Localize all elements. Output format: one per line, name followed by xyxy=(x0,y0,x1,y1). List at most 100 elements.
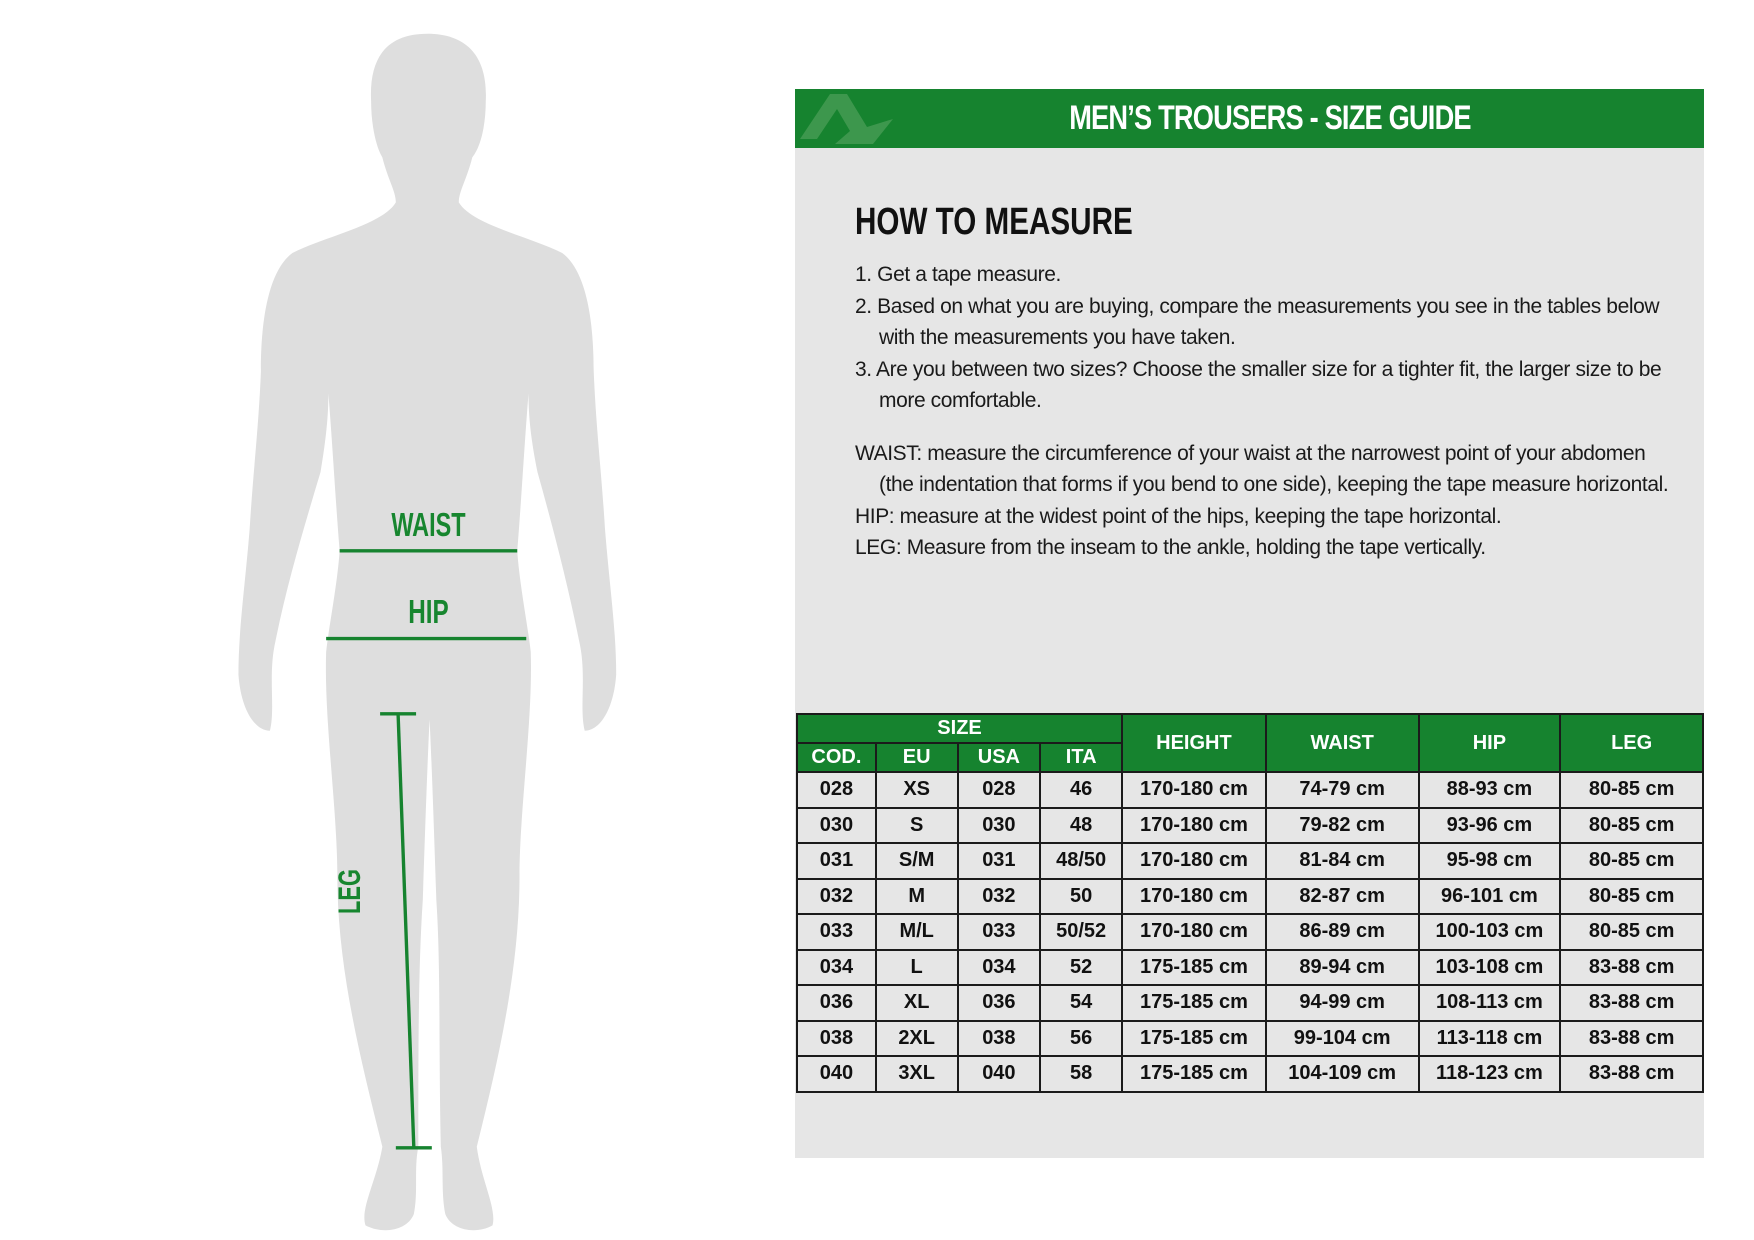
cell-waist: 104-109 cm xyxy=(1264,1055,1420,1093)
waist-label: WAIST xyxy=(391,506,465,544)
cell-cod: 034 xyxy=(796,948,877,986)
cell-hip: 96-101 cm xyxy=(1417,877,1562,915)
leg-label: LEG xyxy=(332,869,367,914)
cell-cod: 040 xyxy=(796,1055,877,1093)
cell-waist: 99-104 cm xyxy=(1264,1019,1420,1057)
cell-ita: 54 xyxy=(1039,984,1124,1022)
table-row: 030 S 030 48 170-180 cm 79-82 cm 93-96 cm 80-85… xyxy=(796,806,1704,844)
cell-eu: 3XL xyxy=(874,1055,959,1093)
cell-eu: S xyxy=(874,806,959,844)
cell-cod: 032 xyxy=(796,877,877,915)
header-height: HEIGHT xyxy=(1121,713,1267,773)
cell-eu: XS xyxy=(874,771,959,809)
header-leg: LEG xyxy=(1559,713,1704,773)
cell-eu: M/L xyxy=(874,913,959,951)
size-table: SIZE HEIGHT WAIST HIP LEG COD. EU USA IT… xyxy=(795,713,1704,1093)
cell-cod: 036 xyxy=(796,984,877,1022)
cell-leg: 83-88 cm xyxy=(1559,1019,1704,1057)
cell-height: 170-180 cm xyxy=(1121,913,1267,951)
brand-logo-icon xyxy=(800,94,893,144)
step-1: 1. Get a tape measure. xyxy=(855,263,1061,286)
cell-cod: 028 xyxy=(796,771,877,809)
cell-leg: 80-85 cm xyxy=(1559,771,1704,809)
cell-leg: 80-85 cm xyxy=(1559,913,1704,951)
cell-ita: 56 xyxy=(1039,1019,1124,1057)
how-to-measure-heading: HOW TO MEASURE xyxy=(855,201,1133,243)
cell-usa: 033 xyxy=(956,913,1042,951)
cell-ita: 46 xyxy=(1039,771,1124,809)
cell-cod: 030 xyxy=(796,806,877,844)
cell-leg: 80-85 cm xyxy=(1559,806,1704,844)
cell-ita: 48 xyxy=(1039,806,1124,844)
cell-ita: 48/50 xyxy=(1039,842,1124,880)
cell-height: 170-180 cm xyxy=(1121,842,1267,880)
cell-waist: 82-87 cm xyxy=(1264,877,1420,915)
cell-cod: 038 xyxy=(796,1019,877,1057)
waist-note: WAIST: measure the circumference of your… xyxy=(855,441,1669,497)
size-guide-panel: MEN’S TROUSERS - SIZE GUIDE HOW TO MEASU… xyxy=(795,89,1704,1158)
header-hip: HIP xyxy=(1417,713,1562,773)
cell-leg: 80-85 cm xyxy=(1559,877,1704,915)
table-row: 031 S/M 031 48/50 170-180 cm 81-84 cm 95-98 cm… xyxy=(796,842,1704,880)
cell-height: 170-180 cm xyxy=(1121,877,1267,915)
cell-height: 175-185 cm xyxy=(1121,1055,1267,1093)
cell-hip: 100-103 cm xyxy=(1417,913,1562,951)
hip-label: HIP xyxy=(408,593,448,631)
cell-height: 175-185 cm xyxy=(1121,1019,1267,1057)
page-title: MEN’S TROUSERS - SIZE GUIDE xyxy=(1068,99,1471,137)
cell-waist: 86-89 cm xyxy=(1264,913,1420,951)
cell-height: 175-185 cm xyxy=(1121,984,1267,1022)
body-silhouette xyxy=(238,33,617,1231)
cell-hip: 108-113 cm xyxy=(1417,984,1562,1022)
cell-hip: 88-93 cm xyxy=(1417,771,1562,809)
cell-hip: 95-98 cm xyxy=(1417,842,1562,880)
cell-height: 170-180 cm xyxy=(1121,806,1267,844)
table-row: 032 M 032 50 170-180 cm 82-87 cm 96-101 cm 80-8… xyxy=(796,877,1704,915)
title-banner: MEN’S TROUSERS - SIZE GUIDE xyxy=(795,89,1704,148)
cell-hip: 118-123 cm xyxy=(1417,1055,1562,1093)
cell-leg: 80-85 cm xyxy=(1559,842,1704,880)
leg-note: LEG: Measure from the inseam to the ankl… xyxy=(855,536,1486,559)
cell-waist: 74-79 cm xyxy=(1264,771,1420,809)
cell-usa: 028 xyxy=(956,771,1042,809)
cell-usa: 031 xyxy=(956,842,1042,880)
cell-waist: 79-82 cm xyxy=(1264,806,1420,844)
cell-waist: 81-84 cm xyxy=(1264,842,1420,880)
step-2: 2. Based on what you are buying, compare… xyxy=(855,294,1660,350)
cell-hip: 103-108 cm xyxy=(1417,948,1562,986)
table-row: 036 XL 036 54 175-185 cm 94-99 cm 108-113 cm 83… xyxy=(796,984,1704,1022)
cell-leg: 83-88 cm xyxy=(1559,948,1704,986)
header-waist: WAIST xyxy=(1264,713,1420,773)
table-row: 040 3XL 040 58 175-185 cm 104-109 cm 118-123 c… xyxy=(796,1055,1704,1093)
header-ita: ITA xyxy=(1039,742,1124,773)
table-row: 038 2XL 038 56 175-185 cm 99-104 cm 113-118 cm… xyxy=(796,1019,1704,1057)
cell-hip: 93-96 cm xyxy=(1417,806,1562,844)
hip-note: HIP: measure at the widest point of the … xyxy=(855,504,1502,528)
cell-leg: 83-88 cm xyxy=(1559,984,1704,1022)
cell-height: 170-180 cm xyxy=(1121,771,1267,809)
cell-eu: 2XL xyxy=(874,1019,959,1057)
header-cod: COD. xyxy=(796,742,877,773)
cell-ita: 50/52 xyxy=(1039,913,1124,951)
cell-usa: 040 xyxy=(956,1055,1042,1093)
cell-usa: 036 xyxy=(956,984,1042,1022)
instructions: 1. Get a tape measure. 2. Based on what … xyxy=(855,259,1675,564)
cell-ita: 52 xyxy=(1039,948,1124,986)
cell-eu: S/M xyxy=(874,842,959,880)
step-3: 3. Are you between two sizes? Choose the… xyxy=(855,357,1662,413)
table-row: 034 L 034 52 175-185 cm 89-94 cm 103-108 cm 83-… xyxy=(796,948,1704,986)
cell-usa: 038 xyxy=(956,1019,1042,1057)
cell-leg: 83-88 cm xyxy=(1559,1055,1704,1093)
cell-cod: 033 xyxy=(796,913,877,951)
cell-eu: XL xyxy=(874,984,959,1022)
cell-eu: M xyxy=(874,877,959,915)
cell-usa: 030 xyxy=(956,806,1042,844)
cell-ita: 50 xyxy=(1039,877,1124,915)
cell-usa: 032 xyxy=(956,877,1042,915)
table-row: 028 XS 028 46 170-180 cm 74-79 cm 88-93 cm 80-8… xyxy=(796,771,1704,809)
cell-ita: 58 xyxy=(1039,1055,1124,1093)
cell-waist: 89-94 cm xyxy=(1264,948,1420,986)
header-eu: EU xyxy=(874,742,959,773)
size-group-header: SIZE xyxy=(795,713,1124,744)
